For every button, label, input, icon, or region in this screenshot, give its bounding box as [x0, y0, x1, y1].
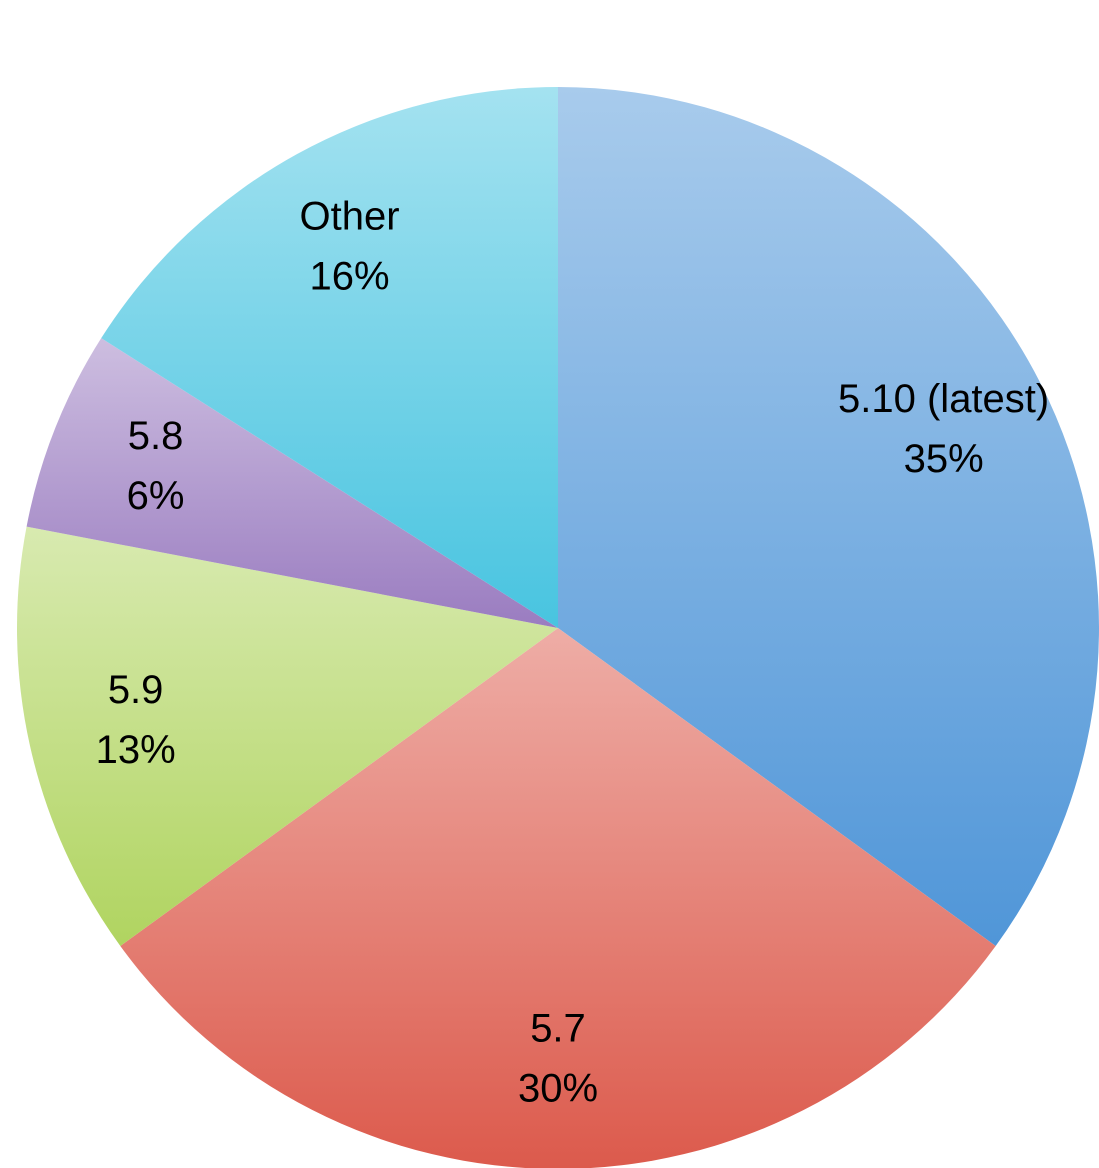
slice-value-label: 6%: [127, 474, 185, 518]
slice-category-label: 5.9: [108, 668, 164, 712]
slice-value-label: 16%: [309, 254, 389, 298]
pie-slice: [17, 526, 559, 946]
slice-value-label: 30%: [518, 1066, 598, 1110]
slice-value-label: 13%: [96, 728, 176, 772]
pie-slice: [26, 338, 559, 628]
slice-value-label: 35%: [904, 437, 984, 481]
slice-category-label: Other: [299, 194, 399, 238]
slice-category-label: 5.10 (latest): [838, 377, 1049, 421]
slice-category-label: 5.8: [128, 414, 184, 458]
pie-slice: [101, 87, 558, 628]
pie-slice: [120, 628, 996, 1168]
pie-slice: [558, 87, 1099, 946]
slice-category-label: 5.7: [530, 1006, 586, 1050]
